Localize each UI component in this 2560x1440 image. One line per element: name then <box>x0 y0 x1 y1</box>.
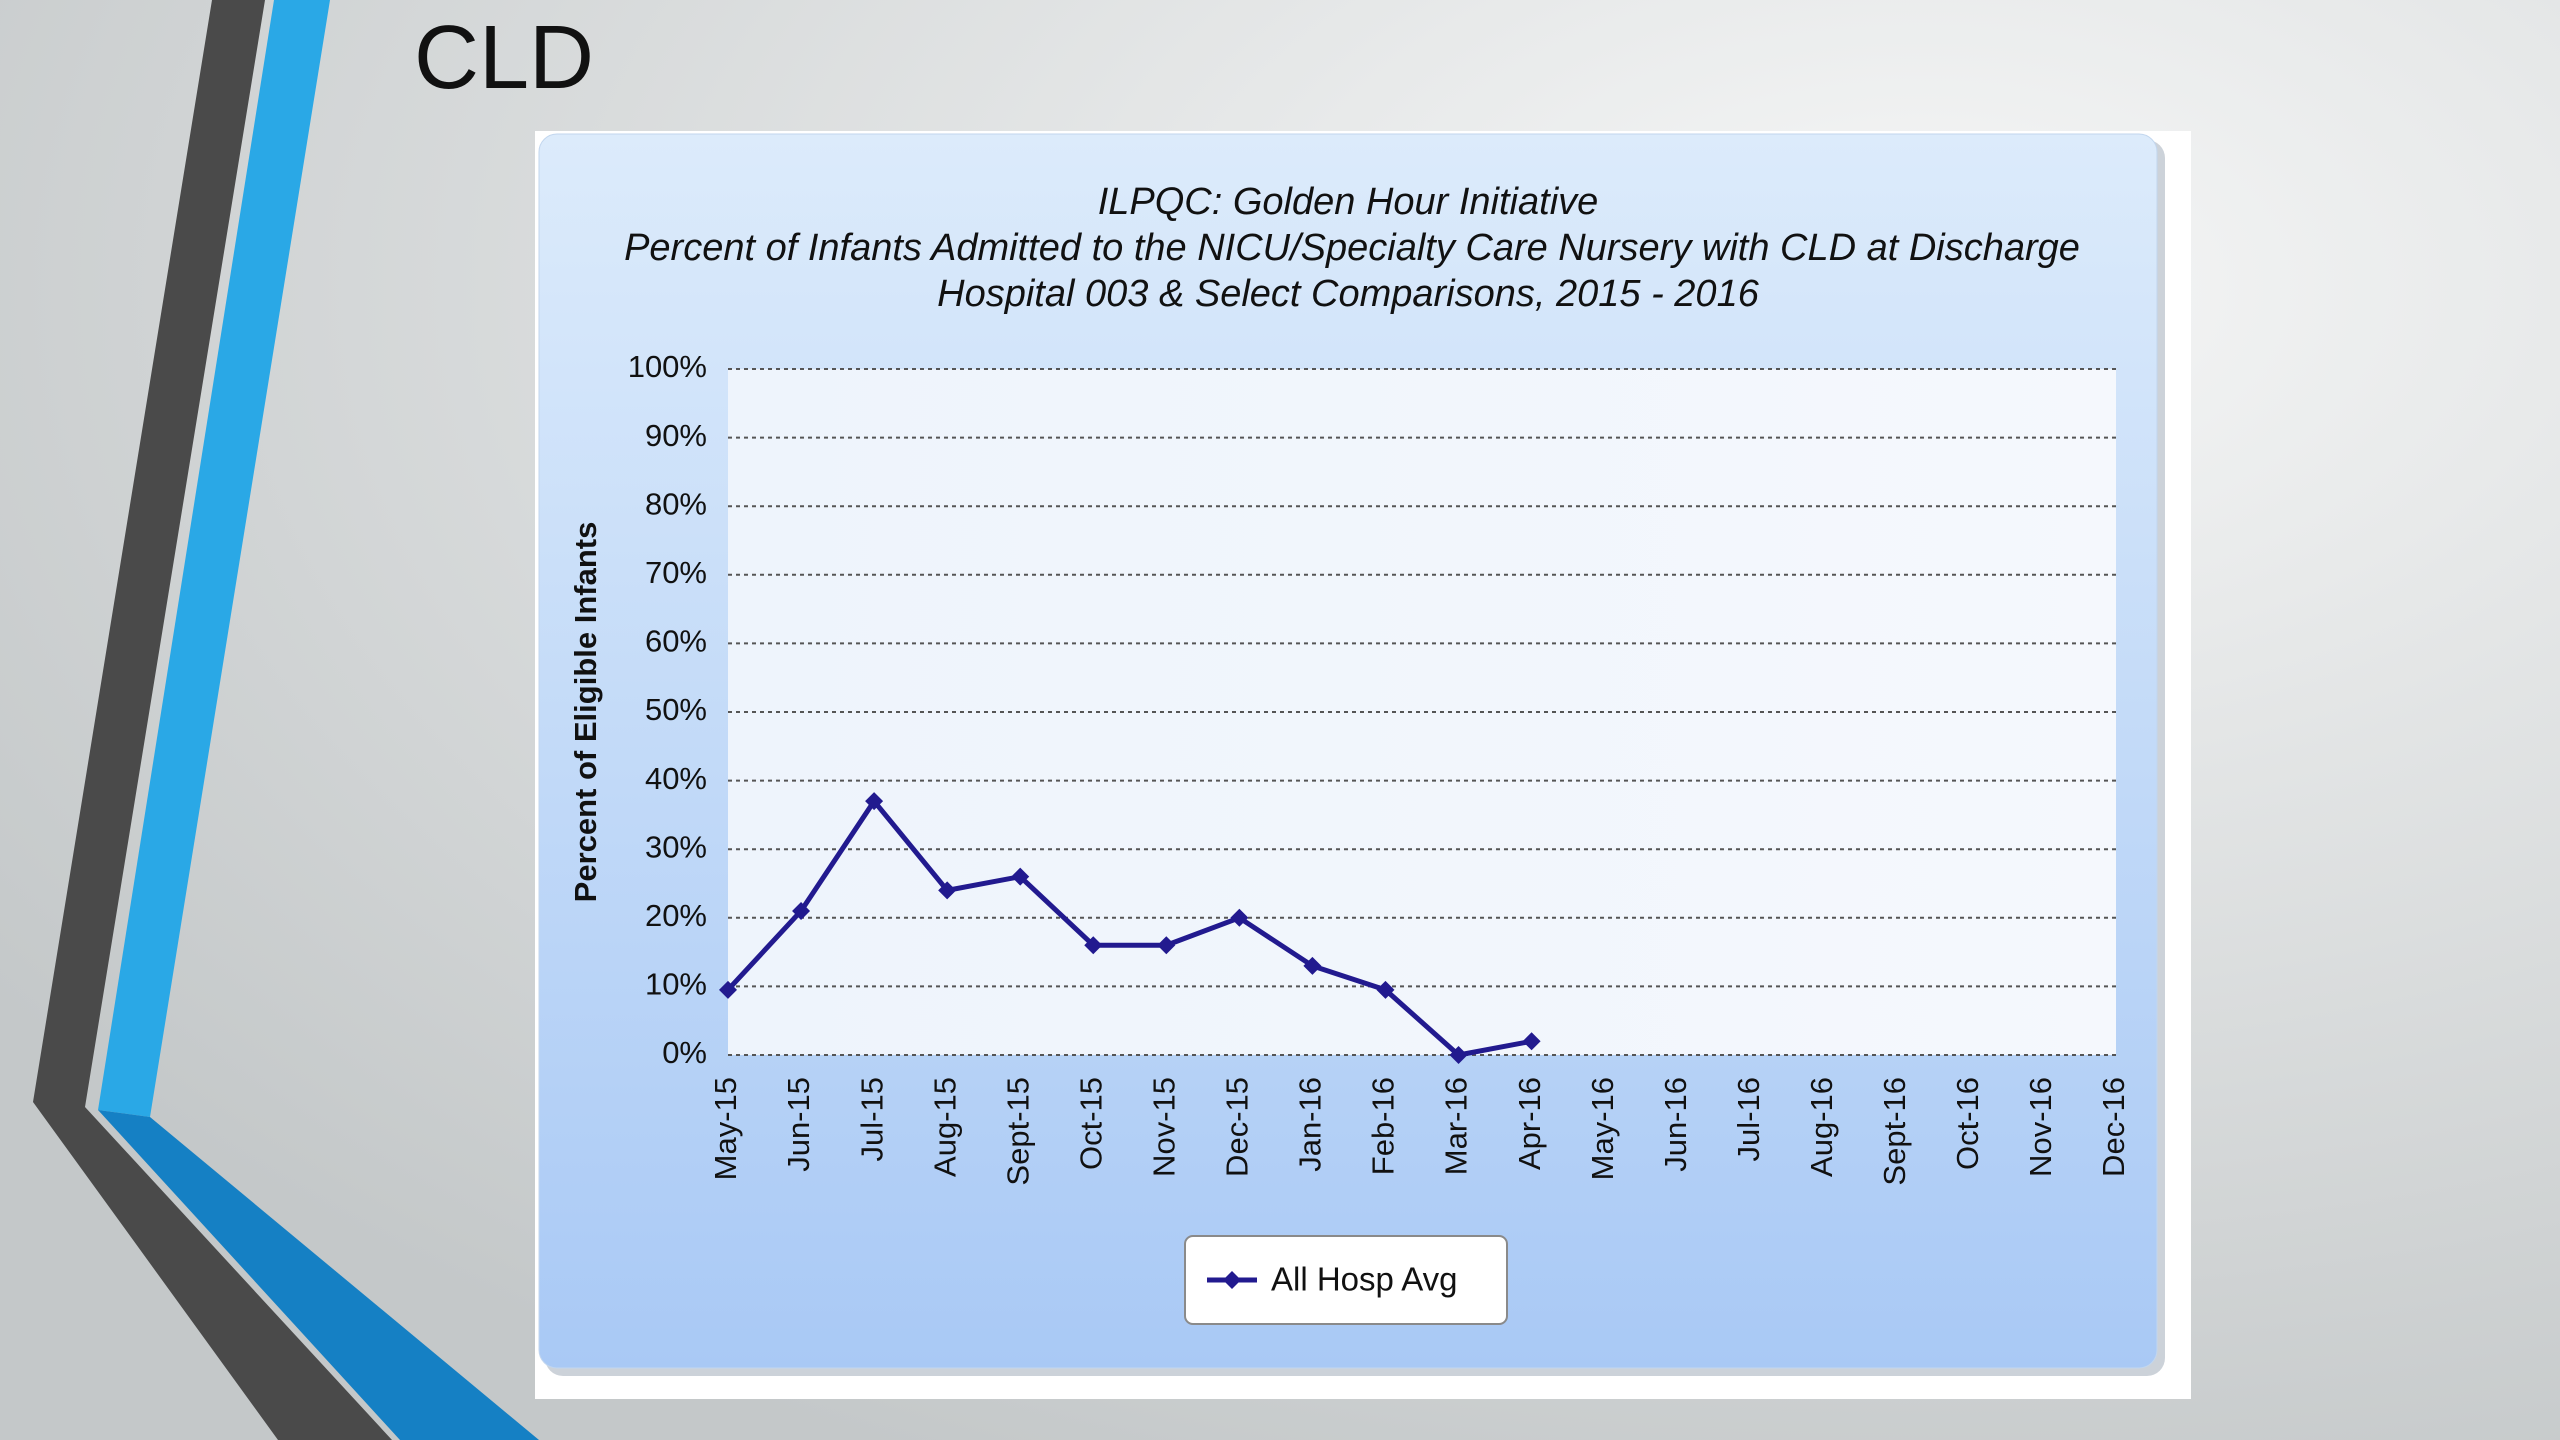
y-tick-label: 100% <box>628 349 707 384</box>
x-tick-label: May-15 <box>708 1077 743 1180</box>
y-tick-label: 30% <box>645 829 707 864</box>
x-tick-label: Sept-16 <box>1877 1077 1912 1186</box>
x-tick-label: Aug-16 <box>1804 1077 1839 1177</box>
plot-area <box>728 369 2116 1055</box>
data-point <box>1376 980 1395 999</box>
y-tick-label: 60% <box>645 624 707 659</box>
x-tick-label: Sept-15 <box>1000 1077 1035 1186</box>
data-point <box>1303 956 1322 975</box>
x-tick-label: Oct-15 <box>1073 1077 1108 1170</box>
data-point <box>1522 1032 1541 1051</box>
x-tick-label: Oct-16 <box>1950 1077 1985 1170</box>
x-tick-label: Nov-15 <box>1147 1077 1182 1177</box>
data-point <box>792 901 811 920</box>
x-tick-label: Dec-16 <box>2096 1077 2131 1177</box>
x-tick-label: Jan-16 <box>1293 1077 1328 1172</box>
decor-stripe <box>33 0 392 1440</box>
x-tick-label: Aug-15 <box>927 1077 962 1177</box>
chart-title: Percent of Infants Admitted to the NICU/… <box>624 227 2080 269</box>
x-tick-label: Jun-15 <box>781 1077 816 1172</box>
chart-title: ILPQC: Golden Hour Initiative <box>1098 181 1599 223</box>
legend-marker <box>1223 1271 1241 1289</box>
y-tick-label: 70% <box>645 555 707 590</box>
y-tick-label: 90% <box>645 418 707 453</box>
data-point <box>1084 936 1103 955</box>
x-tick-label: Jul-15 <box>854 1077 889 1161</box>
x-tick-label: Dec-15 <box>1220 1077 1255 1177</box>
x-tick-label: Jun-16 <box>1658 1077 1693 1172</box>
data-point <box>719 980 737 999</box>
data-point <box>938 881 957 900</box>
legend-label: All Hosp Avg <box>1271 1261 1458 1298</box>
y-tick-label: 80% <box>645 486 707 521</box>
x-tick-label: Feb-16 <box>1366 1077 1401 1175</box>
x-tick-label: May-16 <box>1585 1077 1620 1180</box>
y-axis-label: Percent of Eligible Infants <box>568 522 603 903</box>
data-point <box>1157 936 1176 955</box>
data-point <box>1230 908 1249 927</box>
decor-stripe <box>98 0 330 1117</box>
y-tick-label: 50% <box>645 692 707 727</box>
data-point <box>865 792 884 811</box>
y-tick-label: 40% <box>645 761 707 796</box>
data-line <box>726 798 1533 1058</box>
slide-title: CLD <box>414 8 594 108</box>
x-tick-label: Mar-16 <box>1439 1077 1474 1175</box>
data-point <box>1011 867 1030 886</box>
x-tick-label: Apr-16 <box>1512 1077 1547 1170</box>
chart-title: Hospital 003 & Select Comparisons, 2015 … <box>937 273 1760 315</box>
data-point <box>1449 1046 1468 1064</box>
legend-box <box>1184 1235 1508 1325</box>
y-tick-label: 10% <box>645 967 707 1002</box>
x-tick-label: Nov-16 <box>2023 1077 2058 1177</box>
y-tick-label: 0% <box>662 1035 707 1070</box>
x-tick-label: Jul-16 <box>1731 1077 1766 1161</box>
decor-stripe <box>98 1110 539 1440</box>
y-tick-label: 20% <box>645 898 707 933</box>
